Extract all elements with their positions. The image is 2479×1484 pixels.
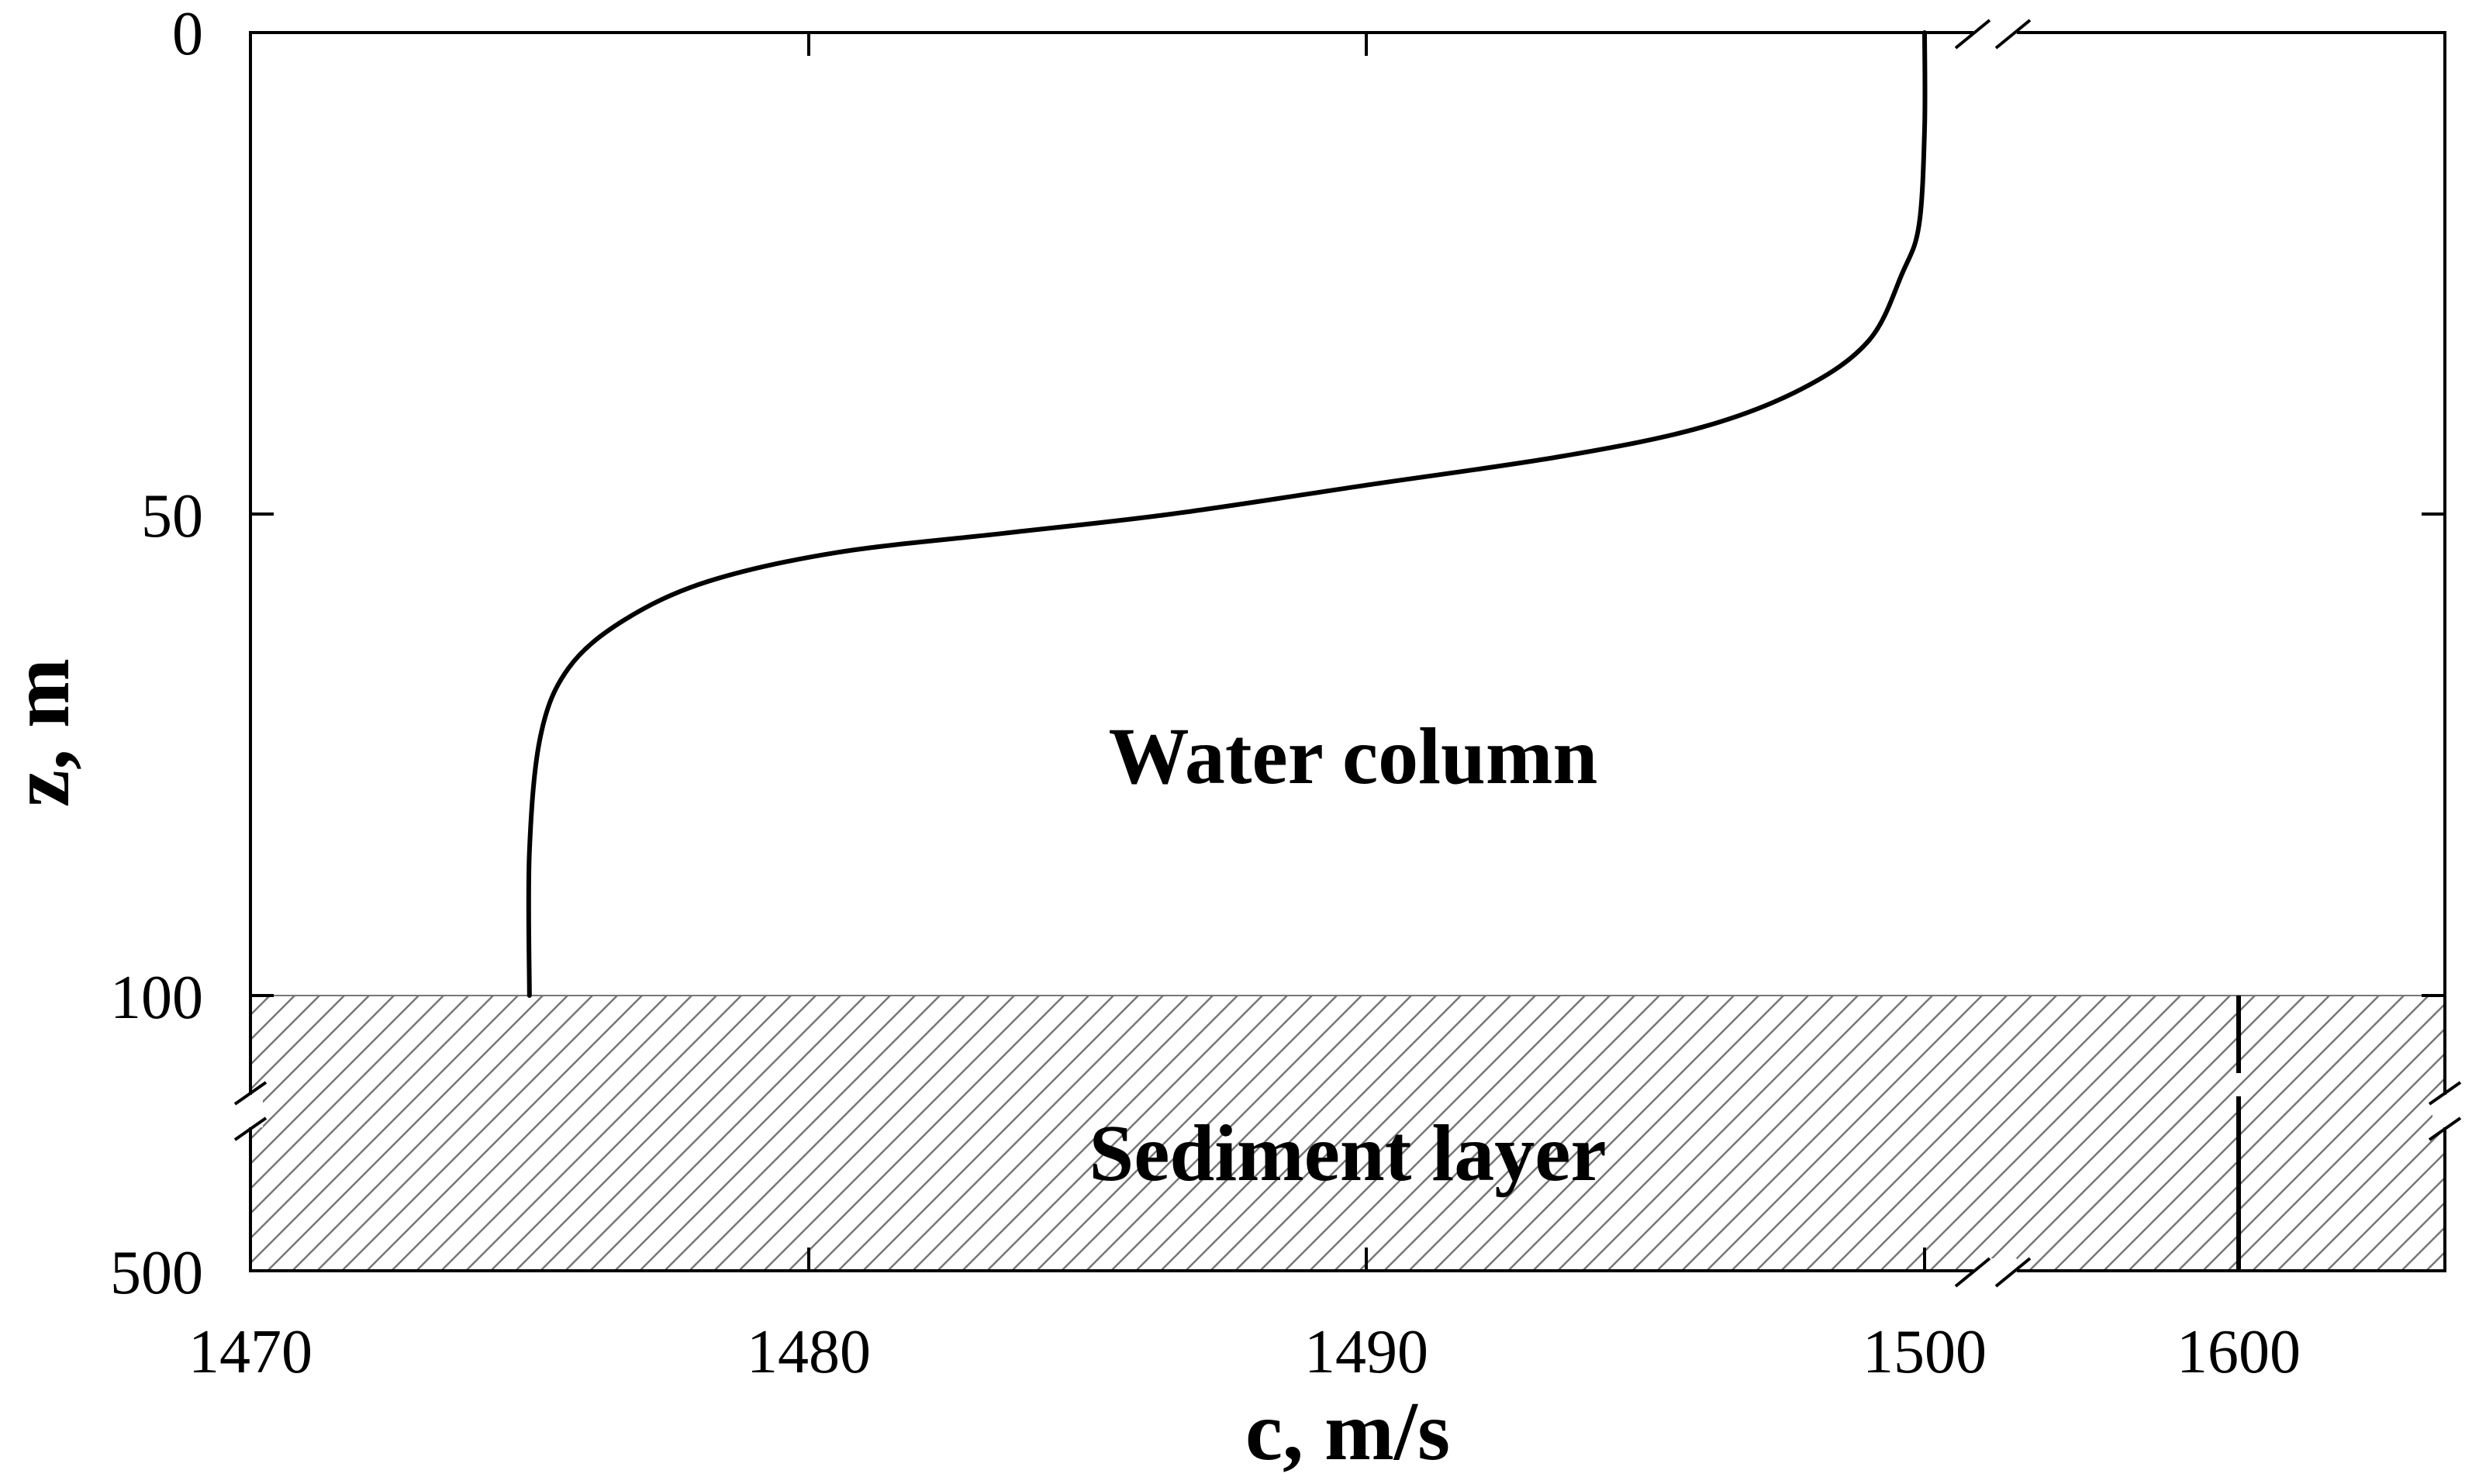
y-tick-label: 500 (110, 1239, 203, 1307)
x-axis-title: c, m/s (1245, 1386, 1450, 1478)
x-tick-label: 1480 (747, 1318, 871, 1386)
x-tick-label: 1500 (1863, 1318, 1987, 1386)
x-tick-label: 1470 (188, 1318, 312, 1386)
sediment-layer-label: Sediment layer (1089, 1109, 1606, 1198)
axis-break-marks (233, 19, 2462, 1288)
sediment-region (250, 995, 2446, 1272)
y-tick-label: 50 (141, 482, 203, 550)
y-axis-title: z, m (0, 658, 87, 807)
water-column-label: Water column (1109, 712, 1598, 801)
plot-frame (249, 31, 2446, 1272)
sound-speed-profile-line (526, 30, 1928, 998)
y-tick-label: 100 (110, 964, 203, 1032)
y-tick-label: 0 (172, 0, 203, 68)
x-tick-label: 1490 (1304, 1318, 1428, 1386)
x-tick-label: 1600 (2177, 1318, 2301, 1386)
